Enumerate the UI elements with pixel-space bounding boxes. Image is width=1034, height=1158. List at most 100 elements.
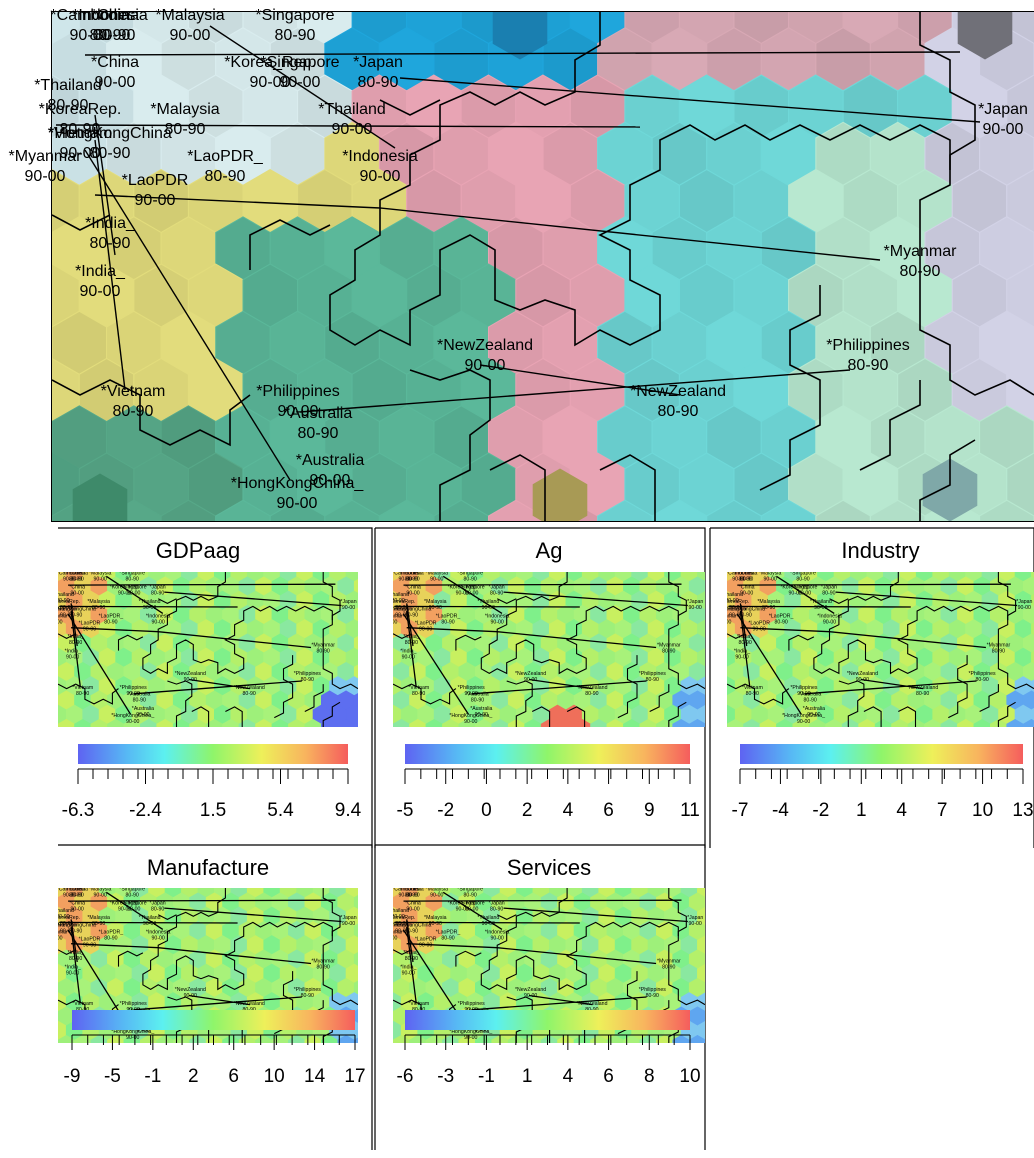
plane-hex-cell xyxy=(379,936,395,955)
plane-mini-label: *India_90-00 xyxy=(734,648,750,660)
plane-title: Ag xyxy=(536,538,563,563)
plane-hex-cell xyxy=(706,978,723,997)
colorbar-tick-label: 17 xyxy=(344,1066,365,1087)
plane-hex-cell xyxy=(371,978,388,997)
plane-hex-cell xyxy=(50,734,66,753)
plane-trajectory-line xyxy=(68,900,335,901)
colorbar-tick-label: 4 xyxy=(896,800,907,821)
plane-hex-cell xyxy=(739,1007,756,1026)
plane-hex-cell xyxy=(379,620,395,639)
plane-hex-cell xyxy=(371,950,388,969)
plane-hex-cell xyxy=(739,978,756,997)
colorbar xyxy=(78,744,348,764)
colorbar-tick-label: 7 xyxy=(937,800,948,821)
plane-hex-cell xyxy=(730,1021,747,1040)
colorbar-tick-label: 9.4 xyxy=(335,800,362,821)
plane-hex-cell xyxy=(706,605,723,624)
plane-hex-cell xyxy=(615,1050,632,1069)
plane-hex-cell xyxy=(379,907,395,926)
plane-hex-cell xyxy=(739,950,756,969)
plane-hex-cell xyxy=(739,1035,756,1054)
plane-mini-label: *India_90-00 xyxy=(400,648,416,660)
plane-hex-cell xyxy=(371,662,388,681)
colorbar-tick-label: -2.4 xyxy=(129,800,162,821)
plane-mini-label: *India_90-00 xyxy=(65,964,81,976)
plane-hex-cell xyxy=(714,1021,730,1040)
plane-hex-cell xyxy=(706,1035,723,1054)
plane-hex-cell xyxy=(346,734,362,753)
plane-hex-cell xyxy=(385,734,401,753)
plane-hex-cell xyxy=(362,993,379,1012)
colorbar-tick-label: 6 xyxy=(603,800,614,821)
colorbar xyxy=(405,1010,690,1030)
plane-hex-cell xyxy=(722,978,738,997)
plane-hex-cell xyxy=(500,1050,516,1069)
plane-hex-cell xyxy=(379,879,395,898)
plane-hex-cell xyxy=(371,1007,388,1026)
colorbar-tick-label: 0 xyxy=(481,800,492,821)
plane-hex-cell xyxy=(371,691,388,710)
plane-hex-cell xyxy=(379,677,395,696)
plane-hex-cell xyxy=(362,648,379,667)
colorbar-tick-label: -4 xyxy=(772,800,789,821)
plane-mini-label: *India_80-90 xyxy=(68,950,84,962)
plane-hex-cell xyxy=(730,1050,747,1069)
plane-trajectory-line xyxy=(404,900,682,901)
colorbar-tick-label: 10 xyxy=(264,1066,285,1087)
plane-hex-cell xyxy=(362,936,379,955)
colorbar xyxy=(740,744,1023,764)
plane-hex-cell xyxy=(371,893,388,912)
plane-hex-cell xyxy=(371,577,388,596)
plane-title: Manufacture xyxy=(147,855,269,880)
colorbar-tick-label: -6.3 xyxy=(62,800,95,821)
colorbar-tick-label: 1 xyxy=(522,1066,533,1087)
plane-hex-cell xyxy=(379,1021,395,1040)
colorbar-tick-label: 8 xyxy=(644,1066,655,1087)
plane-hex-grid xyxy=(719,563,1034,753)
plane-hex-cell xyxy=(722,1007,738,1026)
plane-hex-grid xyxy=(385,563,755,753)
plane-hex-cell xyxy=(714,936,730,955)
plane-hex-cell xyxy=(362,734,379,753)
plane-trajectory-line xyxy=(404,584,682,585)
plane-hex-cell xyxy=(379,964,395,983)
plane-hex-cell xyxy=(714,964,730,983)
plane-hex-cell xyxy=(730,879,747,898)
plane-hex-cell xyxy=(533,1050,549,1069)
plane-hex-cell xyxy=(371,719,388,738)
colorbar-tick-label: -5 xyxy=(104,1066,121,1087)
colorbar-tick-label: 1.5 xyxy=(200,800,226,821)
plane-hex-cell xyxy=(722,950,738,969)
plane-hex-grid xyxy=(385,879,755,1069)
plane-hex-cell xyxy=(730,936,747,955)
colorbar-tick-label: -9 xyxy=(64,1066,81,1087)
plane-hex-cell xyxy=(739,921,756,940)
plane-mini-label: *India_90-00 xyxy=(400,964,416,976)
plane-hex-cell xyxy=(697,734,714,753)
plane-hex-cell xyxy=(706,1007,723,1026)
plane-mini-label: *India_80-90 xyxy=(68,634,84,646)
plane-hex-cell xyxy=(706,634,723,653)
plane-hex-cell xyxy=(706,691,723,710)
plane-hex-cell xyxy=(714,734,730,753)
plane-hex-cell xyxy=(362,620,379,639)
plane-hex-cell xyxy=(722,893,738,912)
colorbar-tick-label: -7 xyxy=(732,800,749,821)
plane-hex-cell xyxy=(730,964,747,983)
plane-hex-cell xyxy=(362,563,379,582)
plane-hex-cell xyxy=(247,1050,264,1069)
colorbar-tick-label: -1 xyxy=(144,1066,161,1087)
plane-hex-cell xyxy=(714,993,730,1012)
main-map-hex-grid xyxy=(25,0,1034,563)
plane-title: Industry xyxy=(841,538,919,563)
plane-trajectory-line xyxy=(68,584,335,585)
